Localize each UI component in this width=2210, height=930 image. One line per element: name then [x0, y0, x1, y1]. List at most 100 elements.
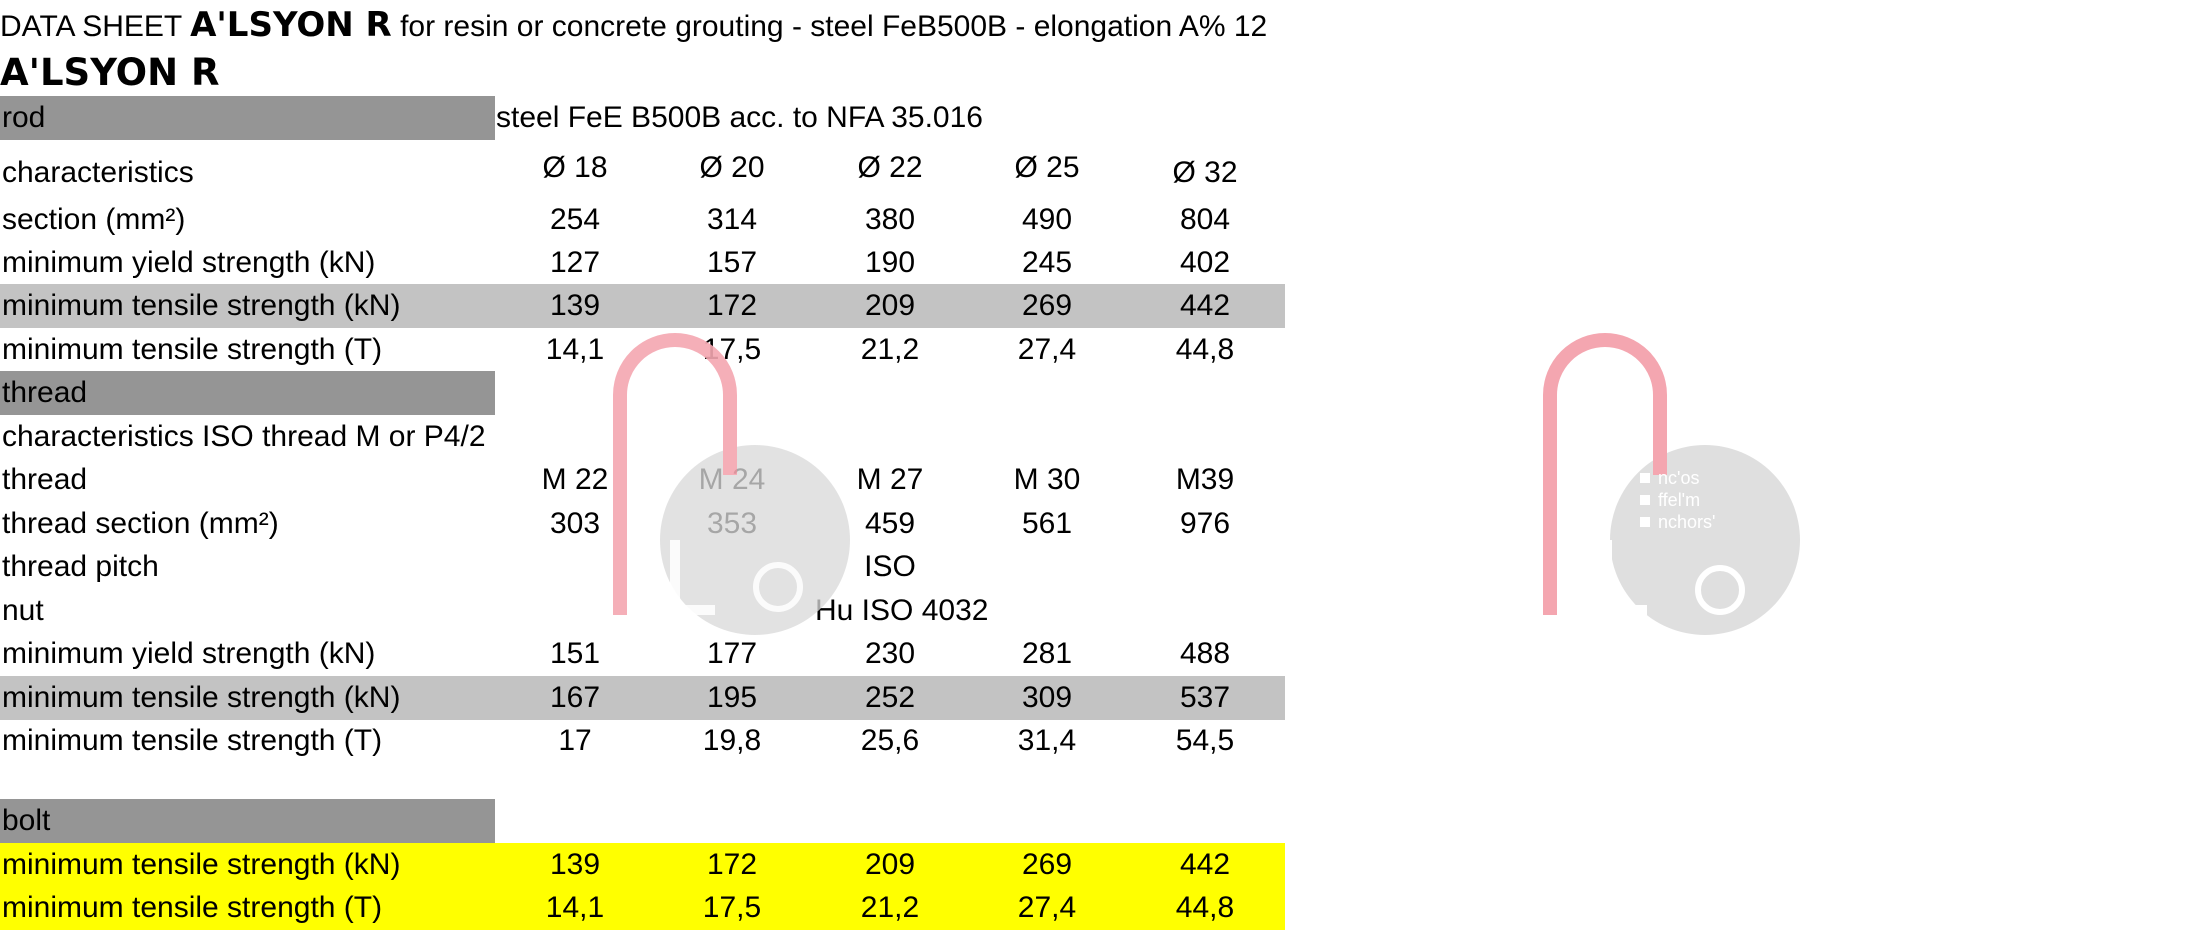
row-label: thread — [2, 463, 88, 496]
table-cell: M39 — [1175, 463, 1235, 496]
row-label: thread pitch — [2, 550, 159, 583]
row-label: minimum tensile strength (T) — [2, 724, 383, 757]
table-cell: 172 — [706, 289, 758, 322]
table-cell: 442 — [1179, 848, 1231, 881]
section-bolt: bolt — [0, 799, 495, 843]
table-cell: 209 — [864, 848, 916, 881]
table-cell: 167 — [549, 681, 601, 714]
table-row-characteristics: characteristics Ø 18 Ø 20 Ø 22 Ø 25 Ø 32 — [0, 151, 1285, 195]
cell-diameter: Ø 32 — [1172, 156, 1238, 189]
table-cell: 209 — [864, 289, 916, 322]
table-cell: 127 — [549, 246, 601, 279]
table-row-tensile-kn: minimum tensile strength (kN) 139 172 20… — [0, 284, 1285, 328]
table-cell: 459 — [864, 507, 916, 540]
table-cell: 402 — [1179, 246, 1231, 279]
table-cell: 19,8 — [702, 724, 762, 757]
table-cell: 442 — [1179, 289, 1231, 322]
row-label: minimum tensile strength (T) — [2, 333, 383, 366]
table-cell: 190 — [864, 246, 916, 279]
watermark-line: ffel'm — [1658, 490, 1701, 510]
table-cell: 303 — [549, 507, 601, 540]
watermark-arch — [1543, 333, 1667, 615]
table-cell: 25,6 — [860, 724, 920, 757]
cell-diameter: Ø 22 — [857, 151, 923, 184]
table-cell: 488 — [1179, 637, 1231, 670]
section-rod: rod — [0, 96, 495, 140]
cell-diameter: Ø 20 — [699, 151, 765, 184]
table-cell: 14,1 — [545, 891, 605, 924]
section-bolt-label: bolt — [2, 804, 51, 837]
cell-diameter: Ø 18 — [542, 151, 608, 184]
table-cell: 14,1 — [545, 333, 605, 366]
table-cell: 804 — [1179, 203, 1231, 236]
section-rod-label: rod — [2, 101, 46, 134]
row-label: minimum tensile strength (T) — [2, 891, 383, 924]
table-cell: 157 — [706, 246, 758, 279]
table-row-nut: nut Hu ISO 4032 — [0, 589, 1285, 633]
row-label: minimum yield strength (kN) — [2, 246, 376, 279]
row-label: minimum tensile strength (kN) — [2, 681, 401, 714]
table-row-thread-pitch: thread pitch ISO — [0, 545, 1285, 589]
product-heading: A'LSYON R — [0, 51, 220, 94]
table-row-section: section (mm²) 254 314 380 490 804 — [0, 198, 1285, 242]
table-cell: M 22 — [541, 463, 609, 496]
table-cell: Hu ISO 4032 — [815, 594, 989, 627]
table-cell: 27,4 — [1017, 333, 1077, 366]
title-prefix: DATA SHEET — [0, 10, 182, 43]
table-cell: 54,5 — [1175, 724, 1235, 757]
table-cell: 21,2 — [860, 891, 920, 924]
table-cell: 254 — [549, 203, 601, 236]
table-row-tensile-t: minimum tensile strength (T) 14,1 17,5 2… — [0, 328, 1285, 372]
section-thread-label: thread — [2, 376, 88, 409]
table-cell: 976 — [1179, 507, 1231, 540]
title-suffix: for resin or concrete grouting - steel F… — [400, 10, 1268, 43]
watermark-line: nc'os — [1658, 468, 1700, 488]
table-row-thread-tensile-t: minimum tensile strength (T) 17 19,8 25,… — [0, 719, 1285, 763]
row-label: section (mm²) — [2, 203, 186, 236]
table-cell: 172 — [706, 848, 758, 881]
table-cell: M 30 — [1013, 463, 1081, 496]
table-cell: 245 — [1021, 246, 1073, 279]
table-row-yield-kn: minimum yield strength (kN) 127 157 190 … — [0, 241, 1285, 285]
table-cell: 139 — [549, 289, 601, 322]
cell-diameter: Ø 25 — [1014, 151, 1080, 184]
table-cell: 252 — [864, 681, 916, 714]
table-row-thread: thread M 22 M 24 M 27 M 30 M39 — [0, 458, 1285, 502]
table-cell: 314 — [706, 203, 758, 236]
table-cell: 21,2 — [860, 333, 920, 366]
watermark-text: nc'os ffel'm nchors' — [1658, 467, 1715, 533]
table-cell: 380 — [864, 203, 916, 236]
table-cell: 195 — [706, 681, 758, 714]
table-cell: 17,5 — [702, 333, 762, 366]
title-brand: A'LSYON R — [190, 5, 392, 45]
table-row-bolt-tensile-t: minimum tensile strength (T) 14,1 17,5 2… — [0, 886, 1285, 930]
table-row-thread-characteristics: characteristics ISO thread M or P4/2 — [0, 415, 1285, 459]
table-cell: 230 — [864, 637, 916, 670]
table-cell: 353 — [706, 507, 758, 540]
table-row-thread-section: thread section (mm²) 303 353 459 561 976 — [0, 502, 1285, 546]
watermark-line: nchors' — [1658, 512, 1716, 532]
table-cell: ISO — [864, 550, 916, 583]
table-cell: 17 — [558, 724, 592, 757]
document-title: DATA SHEET A'LSYON R for resin or concre… — [0, 4, 1267, 46]
row-label: nut — [2, 594, 44, 627]
table-cell: 31,4 — [1017, 724, 1077, 757]
table-cell: M 27 — [856, 463, 924, 496]
table-cell: 561 — [1021, 507, 1073, 540]
table-cell: 44,8 — [1175, 333, 1235, 366]
table-cell: M 24 — [698, 463, 766, 496]
section-thread: thread — [0, 371, 495, 415]
table-cell: 269 — [1021, 289, 1073, 322]
table-cell: 17,5 — [702, 891, 762, 924]
table-cell: 177 — [706, 637, 758, 670]
row-label: characteristics ISO thread M or P4/2 — [2, 420, 486, 453]
table-cell: 44,8 — [1175, 891, 1235, 924]
table-cell: 537 — [1179, 681, 1231, 714]
row-label: minimum yield strength (kN) — [2, 637, 376, 670]
row-label: characteristics — [2, 156, 194, 189]
table-cell: 139 — [549, 848, 601, 881]
table-cell: 309 — [1021, 681, 1073, 714]
row-label: thread section (mm²) — [2, 507, 279, 540]
table-row-thread-tensile-kn: minimum tensile strength (kN) 167 195 25… — [0, 676, 1285, 720]
table-cell: 490 — [1021, 203, 1073, 236]
